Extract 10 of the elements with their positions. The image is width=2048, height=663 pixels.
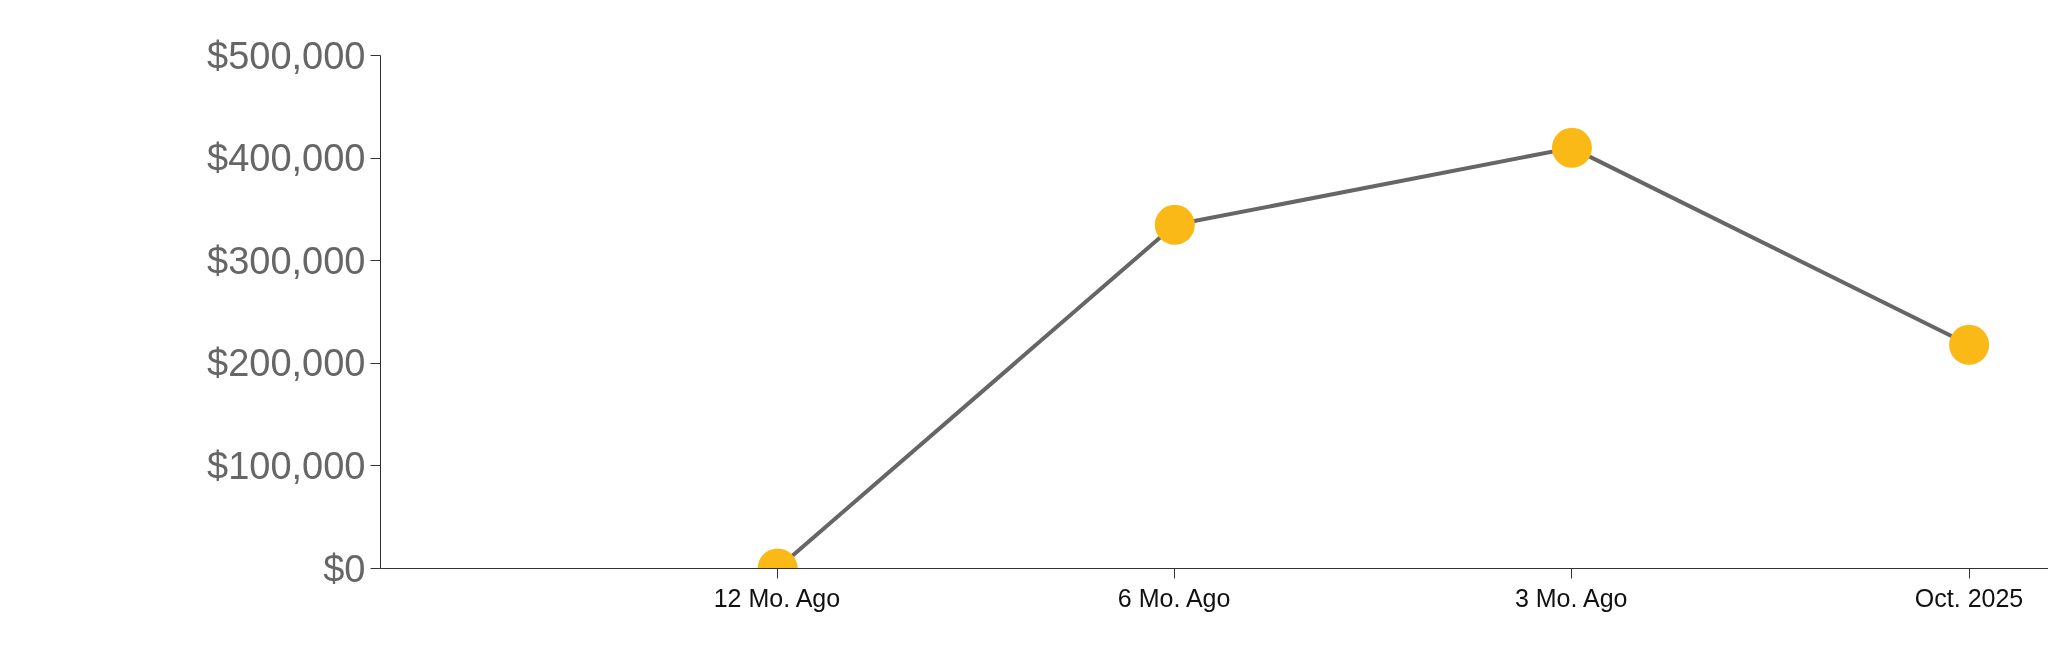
x-tick-label: 12 Mo. Ago xyxy=(713,583,841,612)
x-tick-label: 6 Mo. Ago xyxy=(1117,583,1231,612)
x-tick-label: 3 Mo. Ago xyxy=(1514,583,1628,612)
y-tick-label: $0 xyxy=(323,547,366,590)
x-tick-label: Oct. 2025 xyxy=(1914,583,2024,612)
y-tick-label: $300,000 xyxy=(207,239,366,282)
y-tick-label: $400,000 xyxy=(207,137,366,180)
y-tick-label: $100,000 xyxy=(207,444,366,487)
y-tick-label: $500,000 xyxy=(207,34,366,77)
y-tick-label: $200,000 xyxy=(207,342,366,385)
